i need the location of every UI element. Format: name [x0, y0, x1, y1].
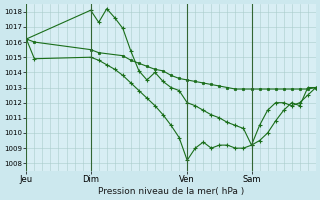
X-axis label: Pression niveau de la mer( hPa ): Pression niveau de la mer( hPa ) — [98, 187, 244, 196]
